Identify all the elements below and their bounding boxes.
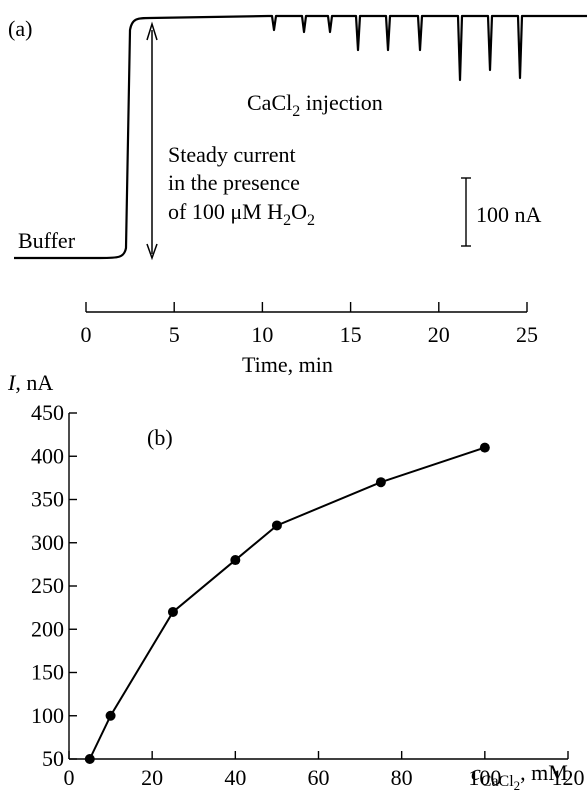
time-tick-label: 0 (81, 322, 92, 347)
x-tick-label: 0 (64, 765, 75, 790)
x-tick-label: 120 (552, 765, 585, 790)
data-point (230, 555, 241, 566)
plot-axes: 50 100 150 200 250 300 350 400 450 0 20 40 60 80 100 12… (31, 400, 585, 790)
time-tick-label: 20 (428, 322, 450, 347)
x-tick-label: 80 (391, 765, 413, 790)
time-tick-label: 15 (340, 322, 362, 347)
panel-a-label: (a) (8, 16, 32, 41)
y-tick-label: 400 (31, 443, 64, 468)
y-tick-label: 200 (31, 616, 64, 641)
series-line (88, 446, 486, 760)
y-tick-label: 100 (31, 703, 64, 728)
panel-a: (a) CaCl2 injection Steady current in th… (8, 14, 587, 377)
plot-series (84, 442, 490, 764)
steady-current-line2: in the presence (168, 170, 300, 195)
steady-current-arrow (146, 21, 158, 261)
steady-current-line3: of 100 μM H2O2 (168, 199, 315, 229)
x-axis-unit: cCaCl2, mM (471, 760, 568, 793)
panel-b-label: (b) (147, 425, 173, 450)
y-tick-label: 150 (31, 660, 64, 685)
data-point (271, 520, 282, 531)
scale-bar-label: 100 nA (476, 202, 542, 227)
data-point (479, 442, 490, 453)
data-point (375, 477, 386, 488)
y-axis-unit: I, nA (7, 370, 53, 395)
x-tick-label: 20 (141, 765, 163, 790)
y-tick-label: 350 (31, 487, 64, 512)
time-axis: 0 5 10 15 20 25 (81, 302, 538, 347)
data-point (84, 754, 95, 764)
x-tick-label: 40 (224, 765, 246, 790)
y-tick-label: 250 (31, 573, 64, 598)
x-tick-label: 60 (308, 765, 330, 790)
y-tick-label: 450 (31, 400, 64, 425)
time-tick-label: 10 (251, 322, 273, 347)
time-axis-label: Time, min (242, 352, 333, 377)
data-point (105, 710, 116, 721)
time-tick-label: 5 (169, 322, 180, 347)
data-point (167, 606, 178, 617)
y-tick-label: 300 (31, 530, 64, 555)
injection-annotation: CaCl2 injection (247, 90, 383, 120)
time-tick-label: 25 (516, 322, 538, 347)
panel-b: I, nA (b) 50 100 150 200 250 300 350 400 450 0 20 4… (7, 370, 585, 793)
buffer-label: Buffer (18, 228, 76, 253)
current-trace (14, 14, 587, 260)
scale-bar: 100 nA (461, 177, 542, 247)
y-tick-label: 50 (42, 746, 64, 771)
x-tick-label: 100 (468, 765, 501, 790)
steady-current-line1: Steady current (168, 142, 296, 167)
